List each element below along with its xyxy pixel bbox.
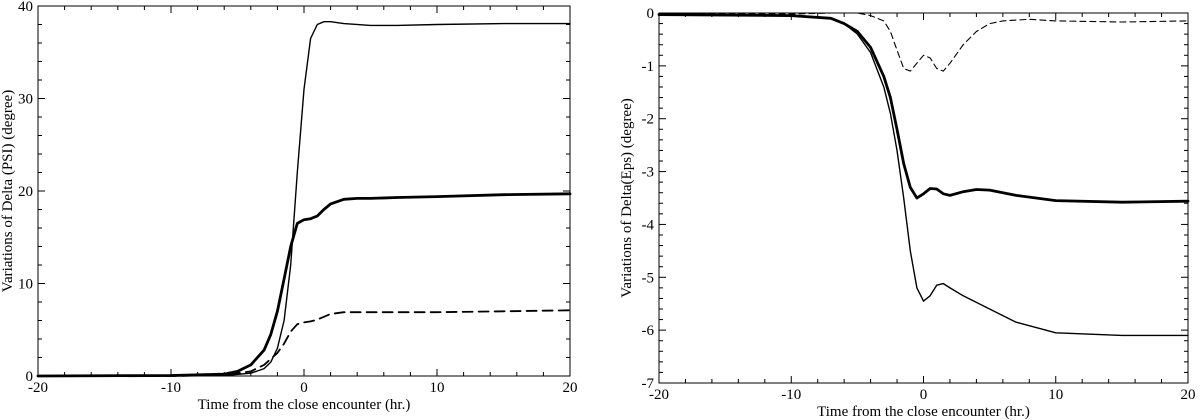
y-axis-label: Variations of Delta(Eps) (degree)	[619, 98, 635, 298]
y-tick-label: -7	[642, 376, 655, 392]
y-tick-label: 40	[18, 0, 33, 15]
y-tick-label: -4	[642, 217, 655, 233]
chart-panel-1: -20 -10 0 10 20 0 10 20 30 40 Time from the close …	[0, 0, 578, 413]
y-tick-label: 0	[26, 369, 34, 385]
series-line-2	[36, 192, 572, 378]
y-tick-label: -5	[642, 270, 655, 286]
series-line-1	[37, 21, 571, 377]
plot-frame	[658, 12, 1189, 384]
x-tick-label: 0	[300, 380, 308, 396]
chart-panel-2: -20 -10 0 10 20 0 -1 -2 -3 -4 -5 -6 -7 Time from the …	[619, 6, 1196, 420]
y-axis-label: Variations of Delta (PSI) (degree)	[0, 90, 16, 292]
series-line-1	[658, 13, 1189, 337]
x-axis-label: Time from the close encounter (hr.)	[198, 397, 411, 413]
x-tick-label: -10	[161, 380, 181, 396]
y-tick-label: 20	[18, 184, 33, 200]
x-tick-label: -20	[28, 380, 48, 396]
y-tick-label: -2	[642, 112, 655, 128]
y-tick-label: -6	[642, 323, 655, 339]
y-tick-label: 30	[18, 92, 33, 108]
x-tick-label: 10	[1048, 387, 1063, 403]
series-line-3	[37, 309, 571, 377]
series-line-2	[657, 13, 1190, 204]
x-tick-label: 20	[563, 380, 578, 396]
y-tick-label: -3	[642, 165, 655, 181]
x-tick-label: 0	[920, 387, 928, 403]
x-axis-label: Time from the close encounter (hr.)	[817, 404, 1030, 420]
series-line-3	[658, 12, 1189, 72]
y-tick-label: 0	[647, 6, 655, 22]
x-tick-label: -10	[781, 387, 801, 403]
y-tick-label: 10	[18, 277, 33, 293]
plot-frame	[37, 5, 571, 377]
x-tick-label: 20	[1181, 387, 1196, 403]
x-tick-label: -20	[649, 387, 669, 403]
x-tick-label: 10	[430, 380, 445, 396]
y-tick-label: -1	[642, 59, 655, 75]
